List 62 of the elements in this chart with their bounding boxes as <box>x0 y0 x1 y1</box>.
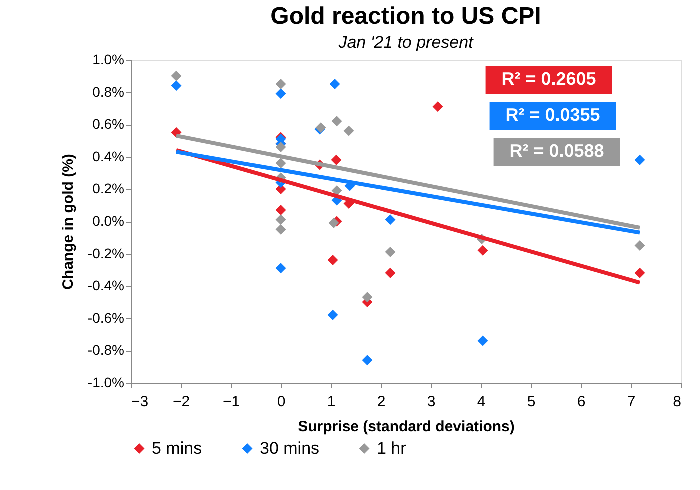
point <box>362 292 373 303</box>
annotation: R² = 0.0588 <box>510 141 604 161</box>
x-tick-label: 1 <box>327 394 336 410</box>
x-tick-label: 8 <box>673 394 682 410</box>
point <box>331 154 342 166</box>
point <box>478 245 488 256</box>
point <box>332 186 342 196</box>
x-tick-label: 7 <box>627 394 636 410</box>
y-tick-label: 0.0% <box>92 213 124 229</box>
x-tick-label: −1 <box>222 394 240 410</box>
point <box>328 310 338 320</box>
y-tick-label: 0.8% <box>92 84 124 100</box>
point <box>634 154 646 166</box>
y-tick-label: 0.4% <box>92 148 124 164</box>
y-tick-label: -0.6% <box>88 310 124 326</box>
point <box>171 80 182 92</box>
point <box>330 78 340 90</box>
x-tick-label: 3 <box>427 394 436 410</box>
y-tick-label: -0.2% <box>88 245 124 262</box>
point <box>171 70 182 82</box>
point <box>634 268 646 278</box>
x-tick-label: −3 <box>132 394 149 410</box>
y-tick-label: 0.2% <box>92 180 124 197</box>
point <box>276 204 286 216</box>
annotation: R² = 0.2605 <box>502 69 596 89</box>
y-tick-label: -0.4% <box>88 278 124 294</box>
x-tick-label: 6 <box>577 394 586 410</box>
x-tick-label: 4 <box>477 394 486 410</box>
chart-title: Gold reaction to US CPI <box>270 3 542 30</box>
x-tick-label: 2 <box>377 394 386 410</box>
y-tick-label: -1.0% <box>88 374 124 390</box>
point <box>332 116 342 127</box>
legend-label: 5 mins <box>152 438 202 458</box>
y-axis-title: Change in gold (%) <box>60 154 77 290</box>
point <box>432 102 444 112</box>
point <box>385 268 396 278</box>
chart-subtitle: Jan '21 to present <box>338 33 475 52</box>
y-tick-label: -0.8% <box>88 342 124 358</box>
legend-label: 30 mins <box>260 438 320 458</box>
point <box>328 255 338 266</box>
point <box>276 224 286 235</box>
point <box>276 142 286 152</box>
point <box>344 126 354 136</box>
point <box>385 246 396 258</box>
point <box>276 158 286 169</box>
x-tick-label: 0 <box>277 394 286 410</box>
point <box>276 78 286 90</box>
annotation: R² = 0.0355 <box>506 105 600 125</box>
x-axis-title: Surprise (standard deviations) <box>298 418 515 436</box>
point <box>328 218 340 228</box>
x-tick-label: 5 <box>527 394 536 410</box>
legend-label: 1 hr <box>377 438 407 458</box>
point <box>276 88 286 100</box>
point <box>385 214 396 226</box>
point <box>362 355 373 366</box>
x-tick-label: −2 <box>172 394 190 410</box>
point <box>478 336 488 346</box>
y-tick-label: 1.0% <box>92 52 124 68</box>
point <box>634 240 646 251</box>
y-tick-label: 0.6% <box>92 116 124 132</box>
point <box>276 263 286 274</box>
point <box>276 214 286 226</box>
